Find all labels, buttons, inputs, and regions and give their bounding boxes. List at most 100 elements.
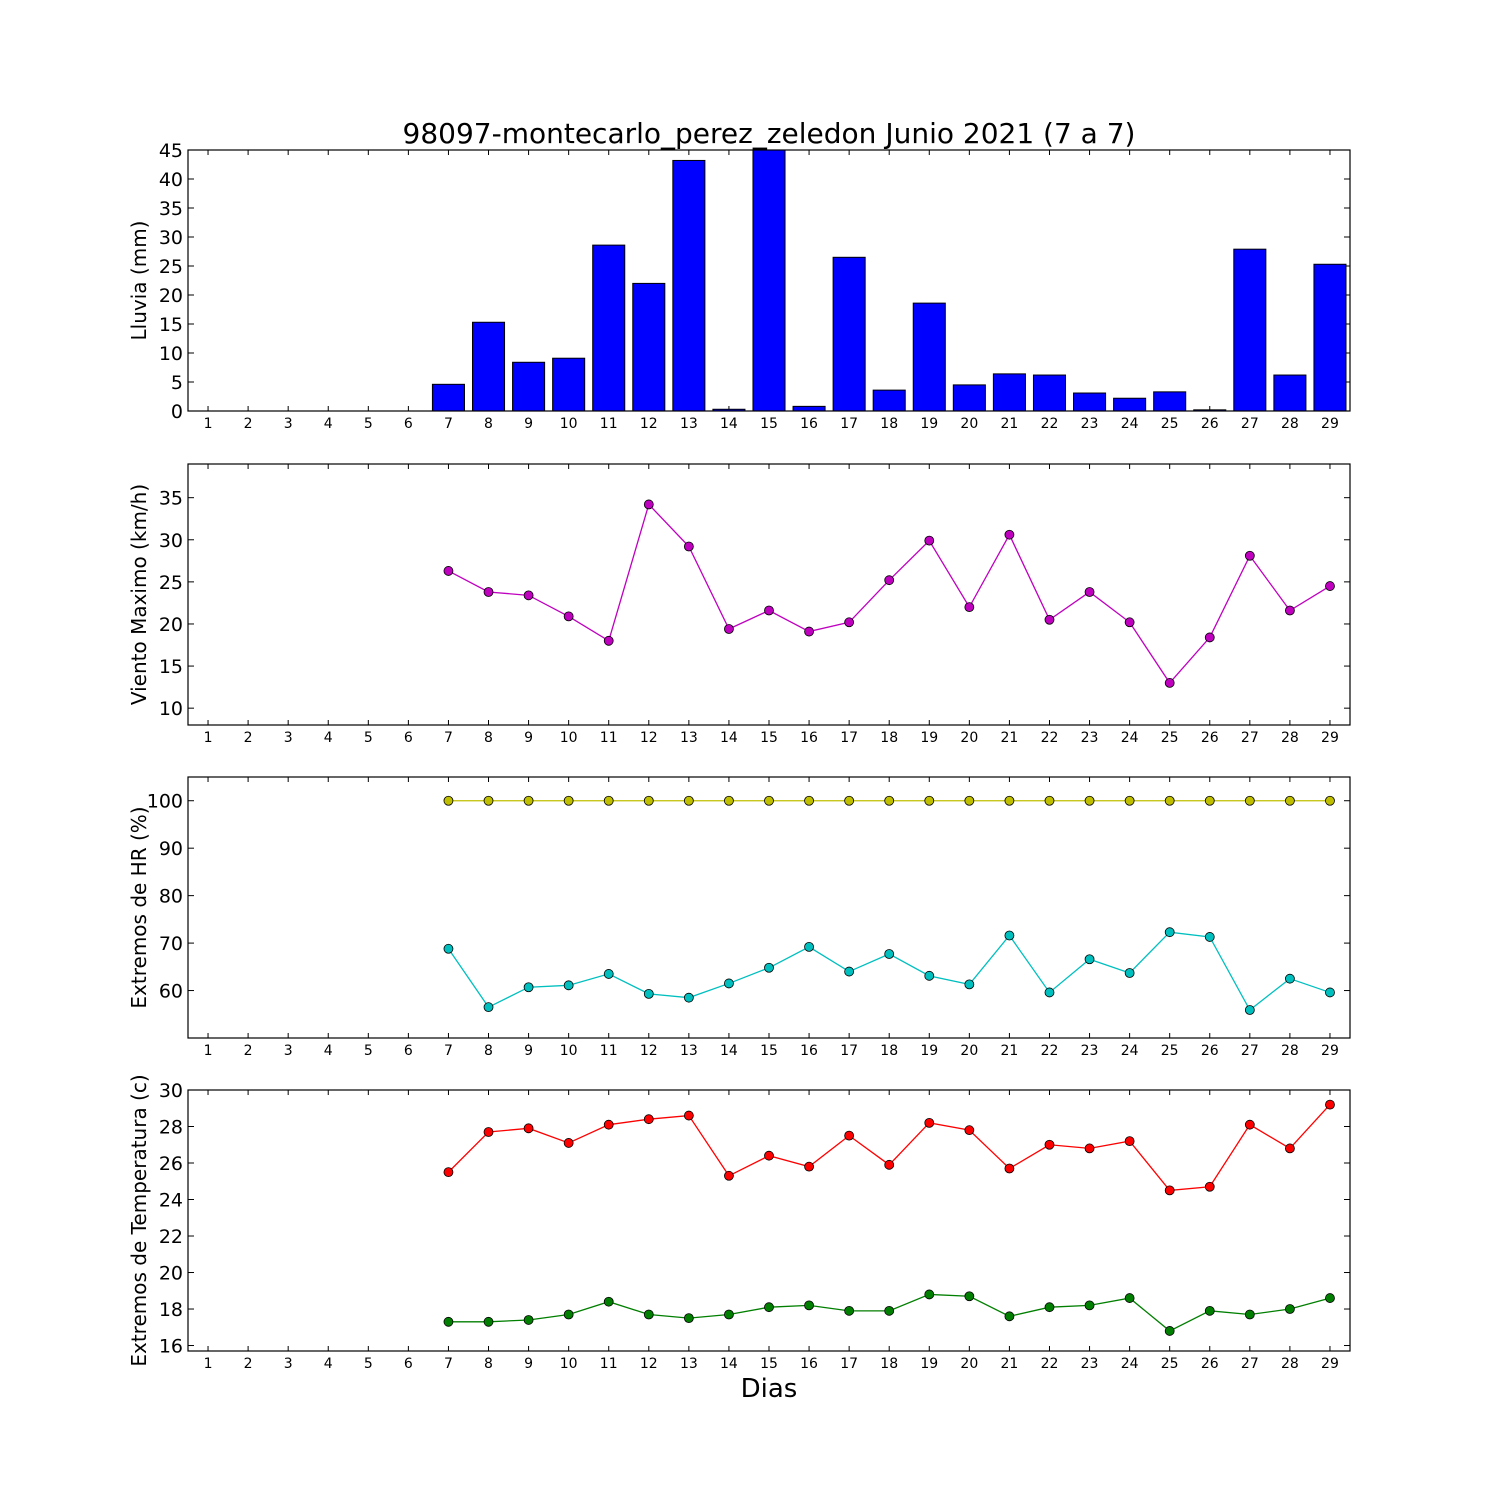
data-point-day-18 bbox=[884, 1159, 895, 1170]
y-tick-label: 10 bbox=[159, 343, 183, 365]
data-point-day-20 bbox=[964, 1291, 975, 1302]
data-point-day-19 bbox=[924, 970, 935, 981]
data-point-day-15 bbox=[764, 1302, 774, 1313]
plot-area bbox=[443, 795, 1335, 1015]
y-tick-label: 24 bbox=[159, 1190, 183, 1212]
data-point-day-9 bbox=[523, 795, 534, 806]
data-point-day-19 bbox=[924, 1117, 935, 1128]
data-point-day-21 bbox=[1004, 930, 1015, 941]
x-tick-label: 26 bbox=[1201, 1043, 1219, 1059]
x-tick-label: 9 bbox=[524, 416, 533, 432]
data-point-day-7 bbox=[443, 943, 454, 954]
x-tick-label: 21 bbox=[1000, 1043, 1018, 1059]
data-point-day-12 bbox=[643, 499, 654, 510]
data-point-day-10 bbox=[563, 980, 574, 991]
x-tick-label: 23 bbox=[1081, 730, 1099, 746]
data-point-day-10 bbox=[563, 1138, 574, 1148]
rain-bar-day-24 bbox=[1113, 397, 1147, 411]
data-point-day-23 bbox=[1084, 795, 1095, 806]
x-tick-label: 29 bbox=[1321, 730, 1339, 746]
x-tick-label: 19 bbox=[920, 730, 938, 746]
data-point-day-14 bbox=[724, 978, 734, 989]
x-tick-label: 2 bbox=[244, 1356, 253, 1372]
y-tick-label: 30 bbox=[159, 227, 183, 249]
data-point-day-11 bbox=[603, 1119, 614, 1130]
x-tick-label: 18 bbox=[880, 1043, 898, 1059]
data-point-day-28 bbox=[1284, 973, 1295, 984]
data-point-day-16 bbox=[804, 1300, 814, 1311]
x-tick-label: 9 bbox=[524, 730, 533, 746]
data-point-day-22 bbox=[1044, 987, 1055, 998]
y-tick-label: 20 bbox=[159, 614, 183, 636]
data-point-day-26 bbox=[1204, 932, 1215, 942]
data-point-day-29 bbox=[1325, 795, 1335, 806]
x-tick-label: 29 bbox=[1321, 416, 1339, 432]
x-tick-label: 16 bbox=[800, 416, 818, 432]
x-tick-label: 28 bbox=[1281, 730, 1299, 746]
x-tick-label: 12 bbox=[640, 416, 658, 432]
data-point-day-15 bbox=[764, 795, 774, 806]
data-point-day-17 bbox=[844, 795, 855, 806]
plot-area bbox=[443, 499, 1335, 688]
y-tick-label: 15 bbox=[159, 314, 183, 336]
x-tick-label: 19 bbox=[920, 1356, 938, 1372]
x-tick-label: 17 bbox=[840, 416, 858, 432]
data-point-day-8 bbox=[483, 1316, 494, 1327]
x-tick-label: 27 bbox=[1241, 730, 1259, 746]
rain-bar-day-23 bbox=[1073, 392, 1107, 411]
data-point-day-20 bbox=[964, 1125, 975, 1136]
x-tick-label: 4 bbox=[324, 1356, 333, 1372]
x-tick-label: 21 bbox=[1000, 1356, 1018, 1372]
x-tick-label: 5 bbox=[364, 416, 373, 432]
data-point-day-12 bbox=[643, 1309, 654, 1320]
data-point-day-14 bbox=[724, 624, 734, 634]
data-point-day-26 bbox=[1204, 1181, 1215, 1192]
y-tick-label: 25 bbox=[159, 256, 183, 278]
data-point-day-20 bbox=[964, 795, 975, 806]
x-tick-label: 3 bbox=[284, 416, 293, 432]
rain-bar-day-29 bbox=[1313, 263, 1347, 411]
rain-bar-day-20 bbox=[952, 384, 986, 411]
x-tick-label: 24 bbox=[1121, 416, 1139, 432]
rain-bar-day-22 bbox=[1032, 374, 1067, 411]
y-tick-label: 45 bbox=[159, 140, 183, 162]
x-tick-label: 4 bbox=[324, 1043, 333, 1059]
y-tick-label: 20 bbox=[159, 1263, 183, 1285]
x-tick-label: 23 bbox=[1081, 1043, 1099, 1059]
y-tick-label: 35 bbox=[159, 198, 183, 220]
x-axis-label: Dias bbox=[741, 1374, 798, 1404]
x-tick-label: 8 bbox=[484, 416, 493, 432]
data-point-day-23 bbox=[1084, 954, 1095, 965]
x-tick-label: 28 bbox=[1281, 416, 1299, 432]
data-point-day-8 bbox=[483, 795, 494, 806]
x-tick-label: 20 bbox=[960, 730, 978, 746]
rain-bar-day-7 bbox=[431, 383, 465, 411]
y-tick-label: 28 bbox=[159, 1117, 183, 1139]
x-tick-label: 16 bbox=[800, 1043, 818, 1059]
x-tick-label: 11 bbox=[600, 416, 618, 432]
data-point-day-28 bbox=[1284, 795, 1295, 806]
x-tick-label: 19 bbox=[920, 1043, 938, 1059]
data-point-day-21 bbox=[1004, 529, 1015, 540]
x-tick-label: 22 bbox=[1041, 1043, 1059, 1059]
data-point-day-29 bbox=[1325, 987, 1335, 998]
data-point-day-22 bbox=[1044, 1302, 1055, 1313]
x-tick-label: 4 bbox=[324, 416, 333, 432]
y-tick-label: 80 bbox=[159, 886, 183, 908]
data-point-day-27 bbox=[1244, 795, 1255, 806]
axes-frame bbox=[187, 463, 1351, 726]
data-point-day-29 bbox=[1325, 1293, 1335, 1303]
data-point-day-19 bbox=[924, 1289, 935, 1300]
data-point-day-19 bbox=[924, 535, 935, 546]
x-tick-label: 1 bbox=[204, 1356, 213, 1372]
rain-bar-day-14 bbox=[712, 408, 746, 411]
data-point-day-16 bbox=[804, 1161, 814, 1172]
data-point-day-13 bbox=[683, 541, 694, 552]
y-tick-label: 10 bbox=[159, 698, 183, 720]
rain-bar-day-11 bbox=[592, 244, 626, 411]
x-tick-label: 9 bbox=[524, 1043, 533, 1059]
x-tick-label: 10 bbox=[560, 730, 578, 746]
x-tick-label: 15 bbox=[760, 1356, 778, 1372]
rain-bar-day-16 bbox=[792, 405, 826, 411]
